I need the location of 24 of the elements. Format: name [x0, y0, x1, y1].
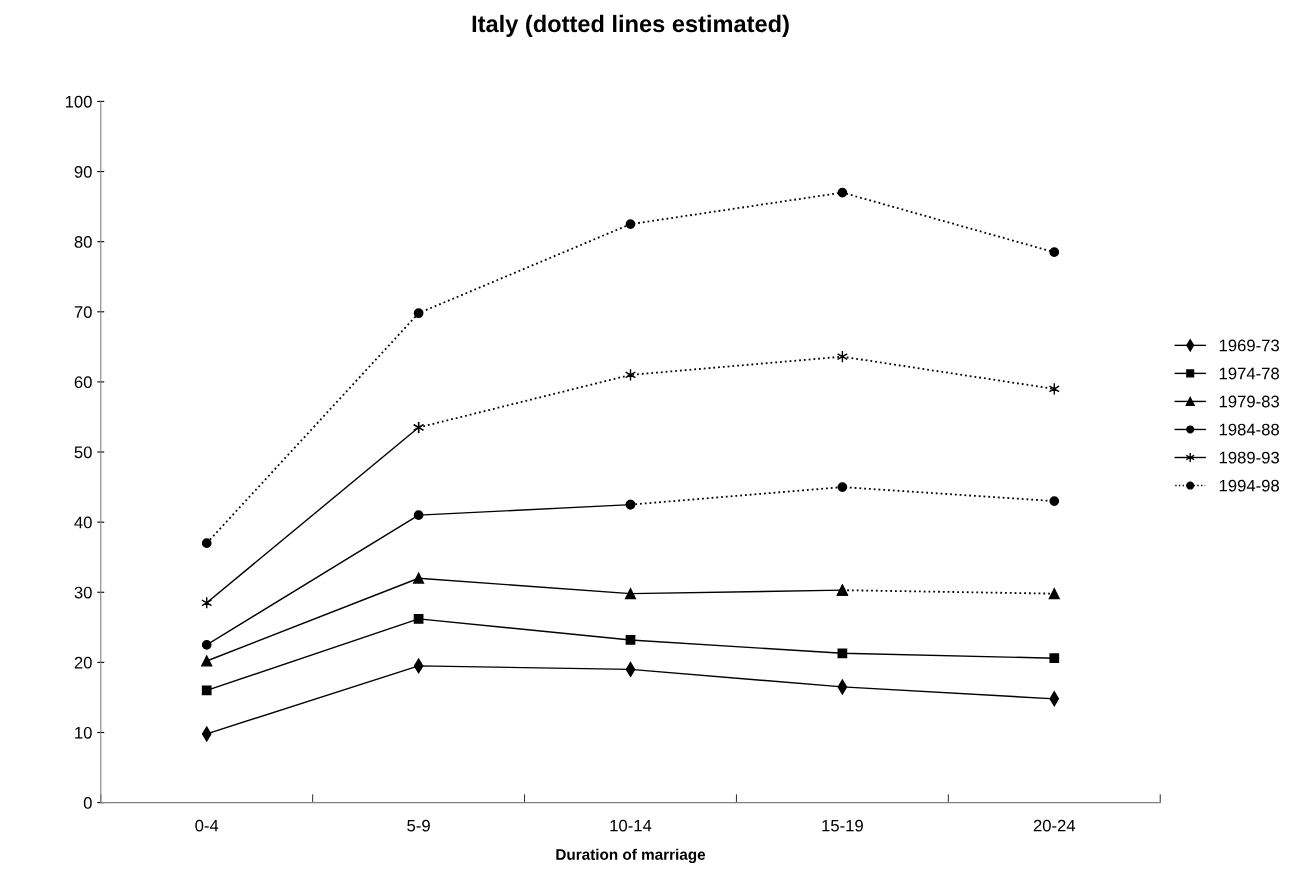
x-tick-label: 20-24: [1033, 819, 1076, 832]
legend-label: 1984-88: [1219, 423, 1279, 436]
y-tick-label: 40: [74, 516, 92, 529]
y-tick-label: 0: [83, 797, 92, 809]
legend-label: 1969-73: [1219, 339, 1279, 352]
y-tick-label: 20: [74, 656, 92, 669]
x-tick-label: 10-14: [610, 819, 652, 832]
y-tick-label: 90: [74, 165, 92, 178]
y-tick-label: 100: [65, 95, 92, 108]
y-tick-label: 30: [74, 586, 92, 599]
chart-title: Italy (dotted lines estimated): [472, 14, 789, 37]
legend-label: 1989-93: [1219, 451, 1279, 464]
x-tick-label: 15-19: [822, 819, 863, 832]
x-tick-label: 5-9: [407, 819, 430, 832]
x-tick-label: 0-4: [195, 819, 219, 832]
x-axis-title: Duration of marriage: [556, 848, 706, 864]
legend-label: 1994-98: [1219, 479, 1279, 492]
legend-label: 1974-78: [1219, 367, 1279, 380]
y-tick-label: 80: [74, 236, 92, 248]
y-tick-label: 10: [75, 726, 92, 739]
y-tick-label: 50: [74, 446, 92, 459]
legend-label: 1979-83: [1219, 395, 1279, 408]
y-tick-label: 60: [74, 376, 92, 389]
y-tick-label: 70: [74, 306, 92, 318]
